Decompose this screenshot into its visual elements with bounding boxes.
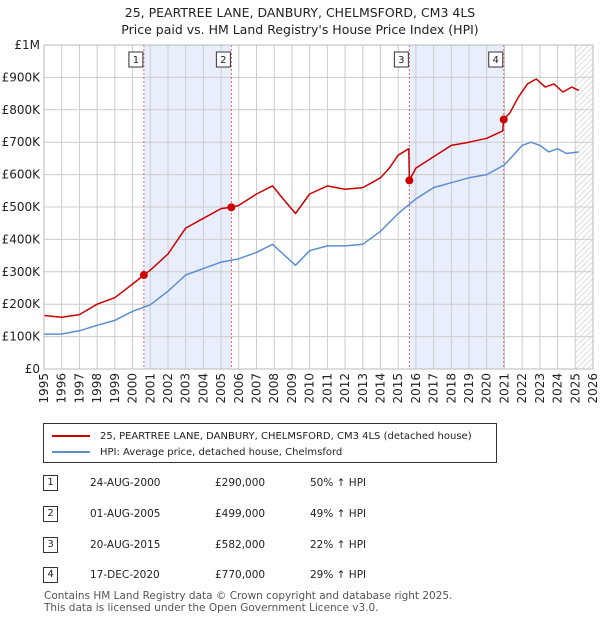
- x-tick-label: 1996: [55, 373, 69, 404]
- x-tick-label: 2022: [515, 373, 529, 404]
- y-tick-label: £100K: [2, 330, 42, 344]
- hpi-line: [43, 141, 579, 336]
- transaction-date: 17-DEC-2020: [90, 569, 160, 581]
- legend-entry-hpi: HPI: Average price, detached house, Chel…: [52, 445, 342, 459]
- transaction-date: 01-AUG-2005: [90, 508, 161, 520]
- x-tick-label: 2023: [533, 373, 547, 404]
- legend-label-property: 25, PEARTREE LANE, DANBURY, CHELMSFORD, …: [100, 430, 472, 442]
- transaction-row: 3 20-AUG-2015 £582,000 22% ↑ HPI: [0, 536, 600, 556]
- x-tick-label: 2002: [161, 373, 175, 404]
- chart-title: 25, PEARTREE LANE, DANBURY, CHELMSFORD, …: [124, 5, 476, 20]
- sale-label: 1: [133, 55, 139, 66]
- transaction-price: £582,000: [215, 539, 266, 551]
- sale-label-box: [215, 51, 231, 68]
- x-tick-label: 1999: [108, 373, 122, 404]
- transaction-row: 1 24-AUG-2000 £290,000 50% ↑ HPI: [0, 474, 600, 494]
- y-tick-label: £500K: [2, 200, 42, 214]
- x-tick-label: 2006: [232, 373, 246, 404]
- sale-point: [405, 176, 414, 185]
- x-tick-label: 2015: [391, 373, 405, 404]
- x-tick-label: 2009: [285, 373, 299, 404]
- sale-point: [227, 203, 236, 212]
- sale-label-box: [128, 51, 144, 68]
- y-tick-label: £1M: [14, 38, 40, 52]
- x-tick-label: 2000: [126, 373, 140, 404]
- y-tick-label: £900K: [2, 70, 42, 84]
- transaction-date: 24-AUG-2000: [90, 477, 161, 489]
- x-tick-label: 2024: [551, 373, 565, 404]
- x-tick-label: 2021: [497, 373, 511, 404]
- x-tick-label: 2003: [179, 373, 193, 404]
- transaction-number: 1: [43, 475, 58, 491]
- transaction-number: 4: [43, 567, 58, 583]
- sale-label: 4: [493, 55, 499, 66]
- x-tick-label: 2007: [250, 373, 264, 404]
- transaction-price: £770,000: [215, 569, 266, 581]
- legend-label-hpi: HPI: Average price, detached house, Chel…: [100, 446, 343, 458]
- x-tick-label: 2026: [586, 373, 600, 404]
- sale-label: 3: [398, 55, 404, 66]
- transaction-hpi: 29% ↑ HPI: [310, 569, 367, 581]
- x-tick-label: 2011: [320, 373, 334, 404]
- y-tick-label: £600K: [2, 168, 42, 182]
- x-tick-label: 2008: [267, 373, 281, 404]
- x-tick-label: 2016: [409, 373, 423, 404]
- y-tick-label: £700K: [2, 135, 42, 149]
- y-tick-label: £0: [25, 362, 40, 376]
- chart-subtitle: Price paid vs. HM Land Registry's House …: [121, 22, 479, 37]
- transaction-price: £499,000: [215, 508, 266, 520]
- transaction-hpi: 22% ↑ HPI: [310, 539, 367, 551]
- chart-legend: 25, PEARTREE LANE, DANBURY, CHELMSFORD, …: [43, 423, 497, 463]
- transaction-number: 2: [43, 506, 58, 522]
- x-tick-label: 2005: [214, 373, 228, 404]
- footer-licence: This data is licensed under the Open Gov…: [44, 602, 379, 614]
- transaction-row: 2 01-AUG-2005 £499,000 49% ↑ HPI: [0, 505, 600, 525]
- x-tick-label: 2004: [196, 373, 210, 404]
- x-tick-label: 2014: [373, 373, 387, 404]
- sale-label: 2: [220, 55, 226, 66]
- x-tick-label: 2013: [356, 373, 370, 404]
- x-tick-label: 1997: [72, 373, 86, 404]
- plot-border: [43, 44, 594, 370]
- sale-label-box: [393, 51, 409, 68]
- sale-point: [139, 271, 148, 280]
- x-tick-label: 2012: [338, 373, 352, 404]
- x-tick-label: 2001: [143, 373, 157, 404]
- transaction-hpi: 50% ↑ HPI: [310, 477, 367, 489]
- x-tick-label: 2010: [303, 373, 317, 404]
- y-tick-label: £800K: [2, 103, 42, 117]
- y-tick-label: £300K: [2, 265, 42, 279]
- legend-entry-property: 25, PEARTREE LANE, DANBURY, CHELMSFORD, …: [52, 429, 472, 443]
- property-price-line: [43, 78, 580, 318]
- transaction-row: 4 17-DEC-2020 £770,000 29% ↑ HPI: [0, 566, 600, 586]
- y-tick-label: £400K: [2, 232, 42, 246]
- x-tick-label: 2025: [568, 373, 582, 404]
- x-tick-label: 2018: [444, 373, 458, 404]
- legend-swatch-hpi: [52, 451, 90, 453]
- x-tick-label: 2020: [480, 373, 494, 404]
- transaction-price: £290,000: [215, 477, 266, 489]
- transaction-hpi: 49% ↑ HPI: [310, 508, 367, 520]
- footer-copyright: Contains HM Land Registry data © Crown c…: [44, 590, 453, 602]
- transaction-date: 20-AUG-2015: [90, 539, 161, 551]
- x-tick-label: 1995: [37, 373, 51, 404]
- x-tick-label: 2019: [462, 373, 476, 404]
- sale-point: [499, 115, 508, 124]
- legend-swatch-property: [52, 435, 90, 437]
- price-chart: 1 2 3 4 £0 £100K £200K £300K £400K £500K £600K £70…: [2, 38, 600, 404]
- y-tick-label: £200K: [2, 297, 42, 311]
- x-tick-label: 1998: [90, 373, 104, 404]
- x-tick-label: 2017: [427, 373, 441, 404]
- transaction-number: 3: [43, 537, 58, 553]
- sale-label-box: [488, 51, 504, 68]
